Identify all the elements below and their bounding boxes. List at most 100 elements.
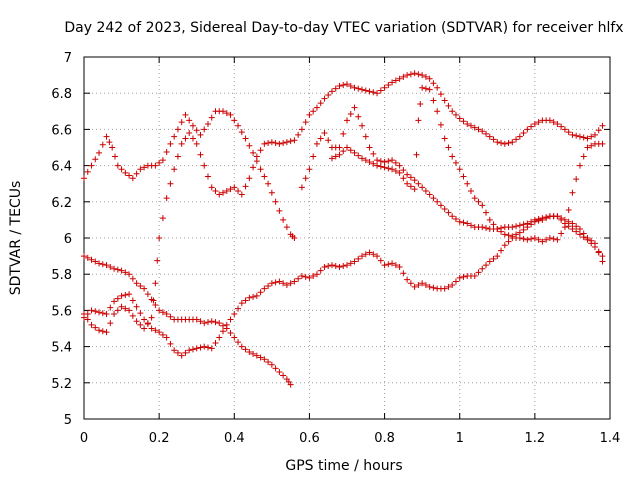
data-point: [253, 352, 260, 359]
data-point: [404, 276, 411, 283]
data-point: [298, 126, 305, 133]
data-point: [344, 262, 350, 269]
data-point: [558, 230, 565, 237]
data-point: [201, 320, 208, 327]
data-point: [126, 172, 133, 179]
data-point: [595, 248, 602, 255]
data-point: [178, 119, 185, 126]
y-tick-label: 6: [64, 232, 72, 247]
data-point: [359, 253, 366, 260]
data-point: [490, 136, 497, 143]
data-point: [186, 130, 193, 137]
y-tick-label: 5: [64, 413, 72, 428]
data-point: [595, 127, 602, 134]
data-point: [531, 235, 538, 241]
data-point: [171, 133, 178, 140]
data-point: [109, 144, 116, 151]
data-point: [174, 349, 181, 356]
data-point: [396, 169, 403, 176]
data-point: [413, 151, 420, 158]
data-point: [148, 325, 155, 332]
data-point: [238, 300, 245, 307]
data-point: [201, 162, 208, 169]
data-point: [389, 166, 396, 173]
data-point: [498, 139, 505, 146]
data-point: [539, 238, 546, 245]
data-point: [193, 345, 200, 352]
data-point: [141, 325, 148, 332]
data-point: [137, 310, 144, 317]
data-point: [216, 191, 223, 198]
data-point: [374, 162, 381, 169]
data-point: [449, 282, 456, 289]
data-point: [422, 85, 429, 92]
data-point: [366, 88, 373, 95]
data-point: [313, 104, 320, 111]
data-point: [344, 117, 350, 124]
data-point: [141, 164, 148, 171]
data-point: [261, 285, 268, 292]
data-point: [253, 292, 260, 299]
data-point: [291, 278, 298, 285]
data-point: [223, 187, 230, 194]
data-point: [261, 173, 268, 180]
data-point: [471, 124, 478, 131]
data-point: [509, 224, 516, 231]
data-point: [126, 271, 133, 278]
data-point: [351, 104, 358, 111]
data-point: [156, 307, 163, 314]
data-point: [306, 111, 313, 118]
data-point: [106, 139, 113, 146]
data-point: [591, 244, 598, 251]
data-point: [325, 263, 332, 270]
data-point: [204, 319, 211, 326]
data-point: [546, 235, 553, 241]
data-point: [460, 219, 467, 226]
data-point: [107, 304, 114, 311]
data-point: [220, 108, 227, 115]
data-point: [374, 253, 381, 260]
y-tick-label: 6.8: [51, 87, 72, 102]
data-point: [81, 253, 87, 260]
data-point: [490, 255, 497, 262]
data-point: [475, 269, 482, 276]
data-point: [321, 130, 328, 137]
data-point: [569, 225, 576, 232]
data-point: [280, 216, 287, 223]
data-point: [238, 129, 245, 136]
data-point: [174, 126, 181, 133]
data-point: [197, 131, 204, 138]
data-point: [467, 122, 474, 129]
data-point: [154, 257, 161, 264]
data-point: [377, 158, 384, 165]
data-point: [156, 329, 163, 336]
data-point: [392, 159, 399, 166]
data-point: [599, 258, 606, 265]
data-point: [336, 263, 343, 270]
data-point: [561, 220, 568, 227]
data-point: [92, 308, 99, 315]
data-point: [445, 102, 452, 109]
data-point: [340, 148, 347, 155]
data-point: [359, 86, 366, 93]
data-point: [513, 231, 520, 238]
data-point: [298, 184, 305, 191]
data-point: [475, 198, 482, 205]
data-point: [452, 159, 459, 166]
data-point: [520, 226, 527, 233]
data-point: [141, 285, 148, 292]
x-tick-label: 0.2: [149, 431, 170, 446]
data-point: [223, 110, 230, 117]
data-point: [479, 128, 486, 135]
data-point: [554, 236, 561, 243]
data-point: [317, 100, 324, 107]
data-point: [531, 120, 538, 127]
data-point: [317, 267, 324, 274]
data-point: [227, 330, 234, 337]
data-point: [573, 132, 580, 139]
axis-ticks: 0 0.2 0.4 0.6 0.8 1 1.2 1.4 5 5.2 5.4 5.6 5.8 6 6.2 6.4…: [51, 51, 620, 446]
data-point: [201, 343, 208, 350]
data-point: [159, 215, 166, 222]
data-point: [235, 187, 242, 194]
data-point: [516, 235, 523, 241]
